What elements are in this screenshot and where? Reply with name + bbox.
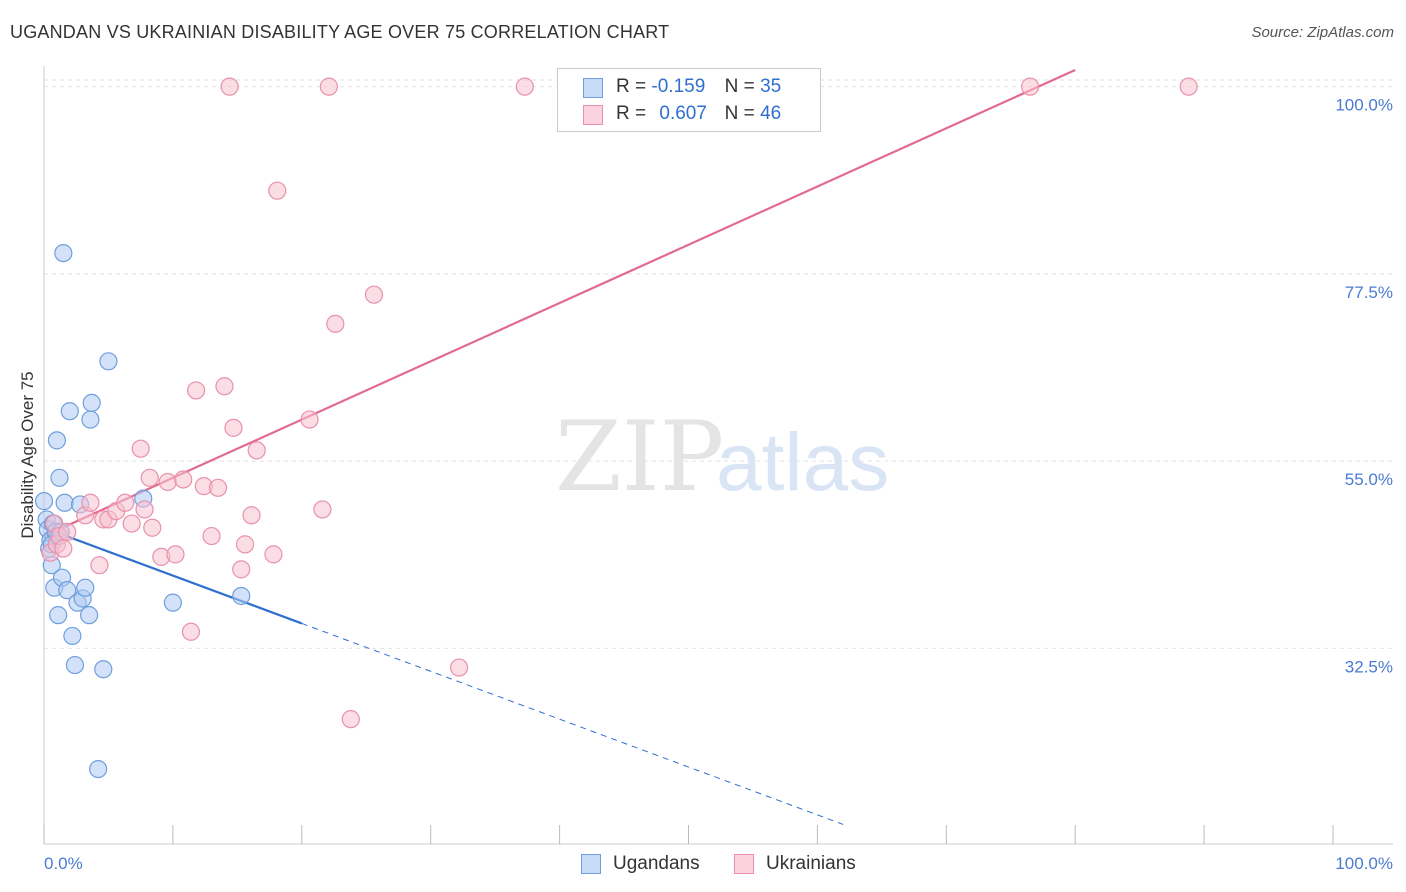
legend-r-label: R = xyxy=(616,76,647,97)
ugandans-point xyxy=(55,493,74,512)
data-points xyxy=(34,77,1198,779)
ukrainians-point xyxy=(143,518,162,537)
ugandans-point xyxy=(80,606,99,625)
legend-row-ugandans: R = -0.159 N = 35 xyxy=(583,75,813,99)
ugandans-point xyxy=(65,655,85,675)
ukrainians-point xyxy=(224,418,243,437)
ukrainians-point xyxy=(1020,77,1040,96)
ugandans-point xyxy=(58,581,77,600)
legend-r-label: R = xyxy=(616,103,647,124)
ugandans-point xyxy=(76,578,95,597)
ukrainians-point xyxy=(166,545,185,564)
ugandans-point xyxy=(34,492,54,511)
y-tick-label: 77.5% xyxy=(1345,283,1393,302)
ukrainians-point xyxy=(313,500,332,519)
ugandans-point xyxy=(232,586,251,606)
x-tick-label-max: 100.0% xyxy=(1335,854,1393,873)
ukrainians-point xyxy=(187,381,206,400)
ukrainians-point xyxy=(268,181,287,200)
ukrainians-point xyxy=(58,522,77,542)
ugandans-point xyxy=(60,402,79,421)
y-axis-label: Disability Age Over 75 xyxy=(18,371,37,538)
ukrainians-point xyxy=(140,468,159,487)
legend-swatch-ukrainians xyxy=(583,105,603,125)
ugandans-point xyxy=(50,468,69,487)
ugandans-point xyxy=(163,593,182,612)
ukrainians-point xyxy=(174,470,193,489)
ukrainians-point xyxy=(319,77,338,96)
tick-labels: 32.5% 55.0% 77.5% 100.0% 0.0% 100.0% xyxy=(44,96,1393,873)
legend-r-value-ukrainians: 0.607 xyxy=(659,103,707,124)
legend-n-value-ugandans: 35 xyxy=(760,76,782,97)
ukrainians-point xyxy=(220,77,239,96)
legend-n-label: N = xyxy=(724,103,755,124)
legend-n-label: N = xyxy=(724,76,755,97)
legend-swatch-ugandans xyxy=(583,78,603,98)
ugandans-point xyxy=(81,410,100,429)
trend-line-ugandans-extension xyxy=(301,622,844,825)
ugandans-point xyxy=(63,626,82,646)
bottom-legend-ukrainians[interactable]: Ukrainians xyxy=(734,852,874,876)
ukrainians-point xyxy=(135,500,154,519)
ukrainians-point xyxy=(215,377,234,396)
ukrainians-point xyxy=(131,439,150,458)
ukrainians-point xyxy=(264,545,283,564)
ukrainians-point xyxy=(81,493,100,512)
bottom-legend-label-ukrainians: Ukrainians xyxy=(766,853,856,874)
trend-lines xyxy=(43,68,1076,825)
watermark-atlas: atlas xyxy=(716,417,889,508)
chart-title: UGANDAN VS UKRAINIAN DISABILITY AGE OVER… xyxy=(10,22,670,42)
ukrainians-point xyxy=(116,493,135,512)
ukrainians-point xyxy=(242,506,261,525)
ugandans-point xyxy=(89,759,108,779)
ukrainians-point xyxy=(1179,77,1198,96)
watermark: ZIP atlas xyxy=(555,401,889,513)
trend-line-ugandans xyxy=(43,526,303,625)
ukrainians-point xyxy=(515,77,534,96)
ukrainians-point xyxy=(54,539,73,558)
bottom-legend-swatch-ugandans xyxy=(581,854,601,874)
ugandans-point xyxy=(47,431,66,450)
ukrainians-point xyxy=(181,622,201,641)
legend-r-value-ugandans: -0.159 xyxy=(651,76,706,97)
ukrainians-point xyxy=(247,441,266,460)
bottom-legend-swatch-ukrainians xyxy=(734,854,754,874)
ukrainians-point xyxy=(235,535,255,554)
bottom-legend-ugandans[interactable]: Ugandans xyxy=(581,852,711,876)
ukrainians-point xyxy=(326,314,345,333)
ukrainians-point xyxy=(208,478,228,497)
watermark-zip: ZIP xyxy=(555,401,724,513)
ukrainians-point xyxy=(90,556,109,575)
ukrainians-point xyxy=(232,560,251,579)
ugandans-point xyxy=(82,393,101,413)
ugandans-point xyxy=(49,606,68,625)
bottom-legend-label-ugandans: Ugandans xyxy=(613,853,700,874)
ukrainians-point xyxy=(449,658,469,677)
ukrainians-point xyxy=(300,410,319,429)
ugandans-point xyxy=(94,660,113,679)
legend-text-ugandans: R = -0.159 N = 35 xyxy=(616,75,781,99)
legend-n-value-ukrainians: 46 xyxy=(760,103,782,124)
axes xyxy=(43,66,1393,845)
x-tick-label-min: 0.0% xyxy=(44,854,83,873)
correlation-legend: R = -0.159 N = 35 R = 0.607 N = 46 xyxy=(557,68,821,132)
y-tick-label: 32.5% xyxy=(1345,657,1393,676)
y-tick-label: 100.0% xyxy=(1335,96,1393,115)
ugandans-point xyxy=(54,243,73,263)
ukrainians-point xyxy=(364,285,384,304)
y-tick-label: 55.0% xyxy=(1345,470,1393,489)
legend-text-ukrainians: R = 0.607 N = 46 xyxy=(616,102,781,126)
ukrainians-point xyxy=(122,514,141,533)
ukrainians-point xyxy=(202,526,221,546)
legend-row-ukrainians: R = 0.607 N = 46 xyxy=(583,102,813,126)
ukrainians-point xyxy=(341,710,360,729)
ugandans-point xyxy=(99,352,118,371)
trend-line-ukrainians xyxy=(43,68,1076,538)
ukrainians-point xyxy=(158,472,177,492)
source-label: Source: ZipAtlas.com xyxy=(1251,24,1394,41)
